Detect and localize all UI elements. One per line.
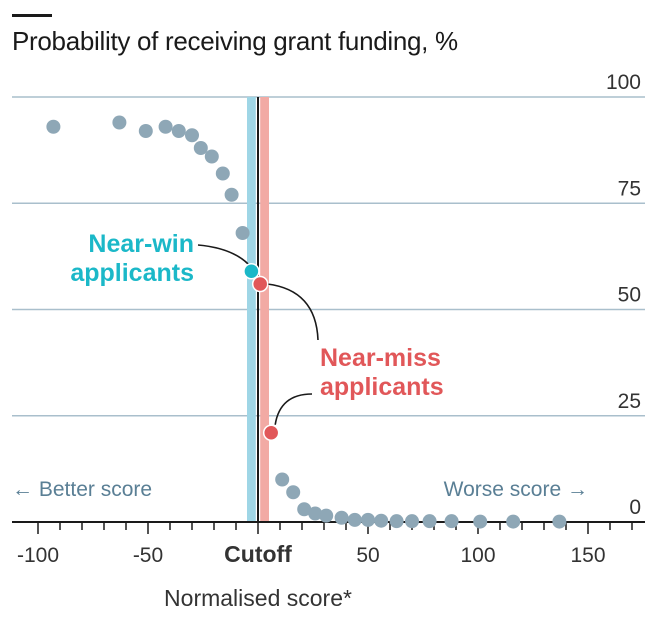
- x-axis-label: Normalised score*: [164, 585, 352, 611]
- data-point: [444, 514, 459, 529]
- y-tick-50: 50: [618, 284, 641, 307]
- data-point: [112, 115, 127, 130]
- gridlines: [12, 96, 645, 417]
- data-point: [506, 514, 521, 529]
- y-tick-100: 100: [606, 71, 641, 94]
- y-tick-0: 0: [629, 496, 641, 519]
- data-point: [473, 514, 488, 529]
- annotation-leaders: [197, 244, 319, 425]
- near-win-label-line2: applicants: [70, 259, 194, 287]
- y-tick-25: 25: [618, 390, 641, 413]
- data-point: [171, 124, 186, 138]
- y-tick-75: 75: [618, 177, 641, 200]
- worse-score-label: Worse score →: [444, 478, 588, 501]
- x-tick-100: 100: [460, 544, 495, 567]
- data-point: [158, 119, 173, 134]
- data-point: [275, 472, 290, 487]
- data-point: [361, 512, 375, 527]
- near-miss-leader-2: [274, 393, 313, 425]
- x-tick-150: 150: [570, 544, 605, 567]
- data-point: [319, 508, 334, 523]
- x-tick--100: -100: [17, 544, 59, 567]
- data-point: [46, 119, 61, 134]
- data-point: [347, 512, 362, 527]
- x-axis: -100 -50 Cutoff 50 100 150: [12, 521, 645, 567]
- near-miss-point-2: [262, 424, 280, 441]
- near-win-leader: [197, 244, 249, 265]
- data-point: [185, 128, 199, 143]
- data-point: [286, 485, 301, 500]
- data-points: [46, 115, 567, 529]
- y-tick-labels: 0 25 50 75 100: [606, 71, 641, 519]
- near-miss-label-line2: applicants: [320, 373, 444, 401]
- data-point: [235, 226, 250, 240]
- top-rule: [12, 14, 52, 17]
- near-miss-leader-1: [267, 283, 319, 341]
- data-point: [405, 514, 419, 529]
- data-point: [193, 141, 208, 155]
- data-point: [297, 502, 312, 517]
- near-win-label-line1: Near-win: [88, 230, 194, 258]
- near-miss-band: [260, 97, 269, 522]
- data-point: [308, 506, 323, 521]
- data-point: [552, 514, 567, 529]
- x-tick--50: -50: [133, 544, 163, 567]
- data-point: [224, 187, 239, 202]
- x-tick-50: 50: [356, 544, 379, 567]
- near-miss-point-1: [251, 275, 269, 293]
- annotations: Near-win applicants Near-miss applicants…: [12, 230, 588, 501]
- near-win-point: [243, 263, 260, 280]
- score-bands: [247, 97, 269, 522]
- near-miss-label-line1: Near-miss: [320, 344, 441, 372]
- data-point: [389, 514, 404, 529]
- data-point: [422, 514, 437, 529]
- x-tick-cutoff: Cutoff: [224, 541, 292, 567]
- data-point: [334, 510, 349, 525]
- near-win-band: [247, 97, 256, 522]
- data-point: [215, 166, 230, 181]
- data-point: [374, 513, 389, 528]
- better-score-label: ← Better score: [12, 478, 152, 501]
- chart-title: Probability of receiving grant funding, …: [12, 26, 458, 56]
- data-point: [204, 149, 219, 164]
- data-point: [138, 124, 153, 138]
